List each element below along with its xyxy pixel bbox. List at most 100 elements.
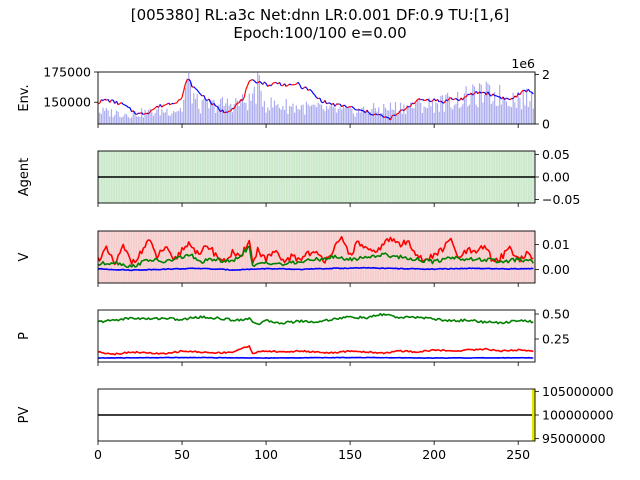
price-segment — [314, 94, 317, 98]
price-segment — [141, 112, 144, 116]
price-segment — [469, 92, 472, 96]
price-segment — [417, 98, 420, 101]
price-segment — [243, 89, 247, 98]
price-segment — [403, 108, 406, 111]
volume-bar — [331, 104, 333, 124]
price-segment — [248, 79, 252, 82]
volume-bar — [285, 99, 287, 124]
volume-bar — [127, 116, 129, 124]
volume-bar — [514, 102, 516, 124]
volume-bar — [310, 105, 313, 124]
volume-bar — [515, 107, 518, 124]
volume-bar — [233, 104, 235, 124]
price-segment — [233, 104, 237, 109]
volume-bar — [455, 103, 457, 124]
panel-env: 150000 175000 0 2 1e6 Env. — [17, 56, 550, 132]
volume-bar — [517, 91, 519, 124]
price-segment — [153, 107, 156, 110]
volume-bar — [421, 113, 423, 124]
y-tick-label: 105000000 — [542, 384, 614, 399]
volume-bar — [507, 105, 509, 124]
panel-value: 0.01 0.00 V — [17, 230, 570, 287]
x-tick-label: 200 — [422, 447, 446, 462]
price-segment — [168, 102, 171, 106]
policy-plot-area — [98, 312, 534, 359]
volume-bar — [179, 107, 181, 124]
price-segment — [427, 98, 430, 102]
price-segment — [312, 92, 316, 96]
volume-bar — [216, 108, 218, 124]
volume-bar — [512, 92, 514, 124]
price-segment — [102, 98, 106, 102]
y2-offset-label: 1e6 — [511, 56, 535, 71]
volume-bar — [483, 94, 486, 124]
volume-bar — [252, 93, 254, 124]
x-tick-label: 50 — [174, 447, 190, 462]
price-segment — [457, 99, 460, 102]
volume-bar — [125, 114, 128, 124]
y-tick-label: 0.05 — [542, 147, 570, 162]
volume-bar — [499, 84, 501, 124]
axes-frame — [97, 230, 536, 284]
volume-bar — [452, 109, 454, 124]
volume-bar — [524, 105, 526, 124]
volume-bar — [415, 102, 417, 124]
price-segment — [504, 97, 507, 101]
volume-bar — [157, 106, 160, 124]
volume-bar — [240, 100, 242, 124]
price-segment — [136, 112, 139, 115]
price-segment — [324, 100, 328, 105]
x-tick-label: 100 — [254, 447, 278, 462]
price-segment — [448, 97, 452, 100]
volume-bar — [203, 98, 205, 124]
price-segment — [259, 80, 262, 83]
price-segment — [398, 110, 402, 114]
price-segment — [154, 105, 158, 109]
price-segment — [196, 89, 200, 93]
volume-bar — [324, 111, 326, 124]
volume-bar — [389, 102, 392, 124]
volume-bar — [257, 72, 259, 124]
volume-bar — [161, 109, 163, 124]
volume-bar — [250, 100, 252, 124]
volume-bar — [164, 112, 166, 124]
price-segment — [425, 98, 428, 101]
volume-bar — [278, 107, 281, 124]
volume-bar — [320, 104, 323, 124]
price-segment — [386, 116, 389, 119]
price-segment — [519, 91, 523, 96]
volume-bar — [433, 112, 435, 124]
y-tick-label: 100000000 — [542, 408, 614, 423]
price-segment — [132, 110, 136, 114]
price-segment — [267, 84, 270, 87]
price-segment — [294, 83, 297, 86]
price-segment — [412, 102, 415, 105]
volume-bar — [156, 109, 158, 124]
price-segment — [208, 98, 212, 103]
price-segment — [437, 99, 440, 103]
volume-bar — [272, 107, 274, 124]
y-tick-label: 150000 — [43, 95, 91, 110]
policy-series-series_red — [98, 345, 534, 356]
volume-bar — [406, 104, 408, 124]
volume-bar — [342, 106, 344, 124]
price-segment — [270, 82, 274, 87]
volume-bar — [494, 92, 496, 124]
price-segment — [391, 114, 395, 117]
price-segment — [360, 109, 363, 112]
volume-bar — [189, 82, 192, 124]
volume-bar — [263, 100, 265, 124]
volume-bar — [134, 111, 136, 124]
price-segment — [310, 90, 314, 94]
volume-bar — [147, 109, 150, 124]
volume-bar — [314, 104, 316, 124]
price-segment — [319, 97, 323, 103]
volume-bar — [275, 105, 277, 124]
price-segment — [129, 107, 133, 113]
volume-bar — [384, 107, 386, 124]
price-segment — [143, 113, 146, 116]
volume-bar — [241, 94, 244, 124]
price-segment — [252, 79, 255, 82]
volume-bar — [114, 115, 116, 124]
volume-bar — [268, 110, 271, 124]
